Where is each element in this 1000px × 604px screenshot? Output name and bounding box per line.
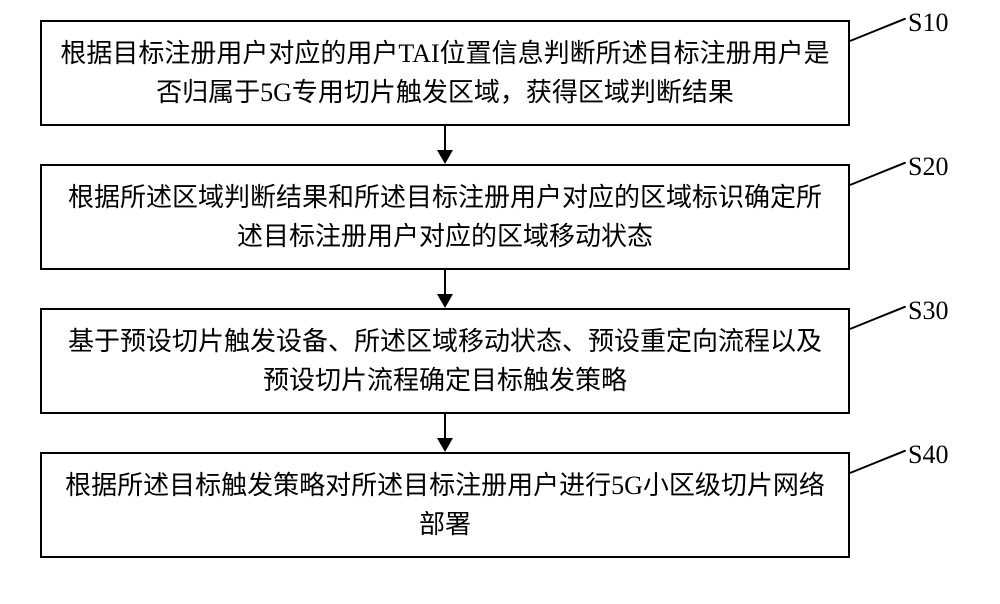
flowchart-container: 根据目标注册用户对应的用户TAI位置信息判断所述目标注册用户是否归属于5G专用切… xyxy=(40,20,960,558)
step-row: 根据目标注册用户对应的用户TAI位置信息判断所述目标注册用户是否归属于5G专用切… xyxy=(40,20,960,126)
step-row: 根据所述目标触发策略对所述目标注册用户进行5G小区级切片网络部署 S40 xyxy=(40,452,960,558)
arrow-head-icon xyxy=(437,438,453,452)
arrow-head-icon xyxy=(437,294,453,308)
step-box-s30: 基于预设切片触发设备、所述区域移动状态、预设重定向流程以及预设切片流程确定目标触… xyxy=(40,308,850,414)
step-text: 基于预设切片触发设备、所述区域移动状态、预设重定向流程以及预设切片流程确定目标触… xyxy=(58,322,832,400)
arrow-head-icon xyxy=(437,150,453,164)
arrow-line xyxy=(444,414,446,440)
step-text: 根据目标注册用户对应的用户TAI位置信息判断所述目标注册用户是否归属于5G专用切… xyxy=(58,34,832,112)
label-connector-line xyxy=(850,450,906,474)
step-row: 基于预设切片触发设备、所述区域移动状态、预设重定向流程以及预设切片流程确定目标触… xyxy=(40,308,960,414)
step-text: 根据所述目标触发策略对所述目标注册用户进行5G小区级切片网络部署 xyxy=(58,466,832,544)
label-connector-line xyxy=(850,306,906,330)
step-label: S40 xyxy=(908,440,948,470)
step-box-s20: 根据所述区域判断结果和所述目标注册用户对应的区域标识确定所述目标注册用户对应的区… xyxy=(40,164,850,270)
label-connector-line xyxy=(850,162,906,186)
arrow xyxy=(40,126,850,164)
step-text: 根据所述区域判断结果和所述目标注册用户对应的区域标识确定所述目标注册用户对应的区… xyxy=(58,178,832,256)
step-label: S20 xyxy=(908,152,948,182)
arrow xyxy=(40,270,850,308)
step-row: 根据所述区域判断结果和所述目标注册用户对应的区域标识确定所述目标注册用户对应的区… xyxy=(40,164,960,270)
step-label: S30 xyxy=(908,296,948,326)
arrow-line xyxy=(444,126,446,152)
label-connector-line xyxy=(850,18,906,42)
step-box-s40: 根据所述目标触发策略对所述目标注册用户进行5G小区级切片网络部署 xyxy=(40,452,850,558)
arrow xyxy=(40,414,850,452)
step-box-s10: 根据目标注册用户对应的用户TAI位置信息判断所述目标注册用户是否归属于5G专用切… xyxy=(40,20,850,126)
step-label: S10 xyxy=(908,8,948,38)
arrow-line xyxy=(444,270,446,296)
